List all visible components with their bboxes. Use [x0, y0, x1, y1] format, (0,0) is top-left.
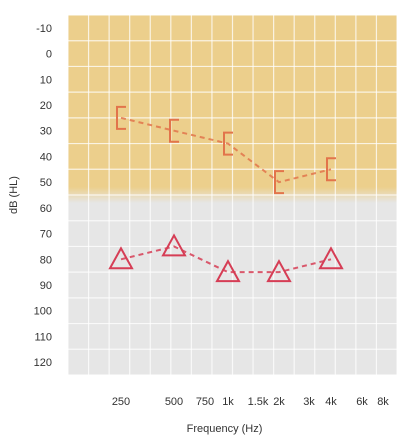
- x-tick-label: 2k: [273, 396, 285, 408]
- y-tick-label: 40: [40, 151, 52, 163]
- bracket-marker: [169, 118, 179, 143]
- y-tick-label: -10: [36, 23, 52, 35]
- x-tick-label: 250: [112, 396, 130, 408]
- y-tick-label: 80: [40, 254, 52, 266]
- triangle-marker: [161, 233, 187, 257]
- y-tick-label: 50: [40, 177, 52, 189]
- x-tick-label: 6k: [356, 396, 368, 408]
- x-tick-label: 750: [196, 396, 214, 408]
- y-tick-label: 90: [40, 280, 52, 292]
- y-tick-label: 120: [34, 357, 52, 369]
- triangle-marker: [266, 259, 292, 283]
- x-tick-label: 1.5k: [248, 396, 269, 408]
- series-line-bracket: [120, 116, 332, 184]
- x-tick-label: 8k: [377, 396, 389, 408]
- y-tick-label: 70: [40, 229, 52, 241]
- bracket-marker: [326, 157, 336, 182]
- y-tick-label: 0: [46, 49, 52, 61]
- y-tick-label: 10: [40, 74, 52, 86]
- triangle-marker: [318, 246, 344, 270]
- y-tick-label: 20: [40, 100, 52, 112]
- x-axis-label: Frequency (Hz): [187, 423, 263, 435]
- y-tick-label: 60: [40, 203, 52, 215]
- triangle-marker: [215, 259, 241, 283]
- triangle-marker: [108, 246, 134, 270]
- x-tick-label: 3k: [303, 396, 315, 408]
- bracket-marker: [116, 105, 126, 130]
- y-tick-label: 110: [34, 331, 52, 343]
- y-axis-label: dB (HL): [8, 176, 20, 214]
- x-tick-label: 1k: [222, 396, 234, 408]
- bracket-marker: [223, 131, 233, 156]
- y-tick-label: 30: [40, 126, 52, 138]
- y-tick-label: 100: [34, 306, 52, 318]
- x-tick-label: 4k: [325, 396, 337, 408]
- x-tick-label: 500: [165, 396, 183, 408]
- bracket-marker: [274, 170, 284, 195]
- series-line-triangle: [120, 245, 332, 274]
